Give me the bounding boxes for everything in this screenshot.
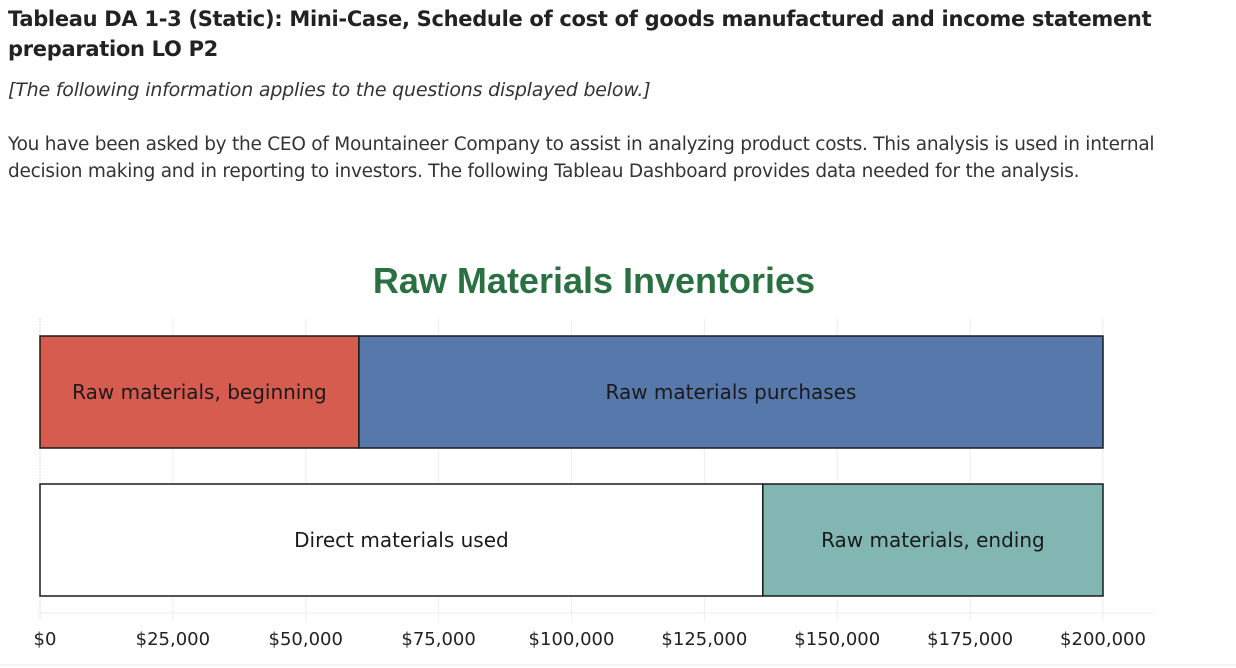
bar-raw-materials-ending	[762, 483, 1104, 597]
x-tick-label: $0	[34, 629, 57, 650]
x-tick-label: $100,000	[529, 629, 615, 650]
bar-raw-materials-purchases	[358, 335, 1104, 449]
bar-label-raw-materials-ending: Raw materials, ending	[821, 528, 1045, 552]
chart-bars: Raw materials, beginning Raw materials pu…	[39, 335, 1104, 597]
x-tick-label: $150,000	[794, 629, 880, 650]
bar-raw-materials-beginning	[39, 335, 360, 449]
question-intro: You have been asked by the CEO of Mounta…	[8, 134, 1155, 182]
x-tick-label: $200,000	[1060, 629, 1146, 650]
x-tick-label: $25,000	[136, 629, 210, 650]
raw-materials-chart: Raw materials, beginning Raw materials pu…	[0, 318, 1236, 666]
chart-title: Raw Materials Inventories	[372, 260, 816, 301]
x-tick-label: $50,000	[269, 629, 343, 650]
x-tick-label: $75,000	[401, 629, 475, 650]
bar-label-raw-materials-purchases: Raw materials purchases	[605, 380, 856, 404]
question-note: [The following information applies to th…	[8, 79, 651, 101]
question-title: Tableau DA 1-3 (Static): Mini-Case, Sche…	[8, 7, 1152, 61]
bar-label-direct-materials-used: Direct materials used	[294, 528, 509, 552]
bar-label-raw-materials-beginning: Raw materials, beginning	[72, 380, 327, 404]
x-tick-label: $175,000	[927, 629, 1013, 650]
x-tick-label: $125,000	[661, 629, 747, 650]
x-axis-ticks: $0 $25,000 $50,000 $75,000 $100,000 $125,000 $…	[34, 629, 1146, 650]
